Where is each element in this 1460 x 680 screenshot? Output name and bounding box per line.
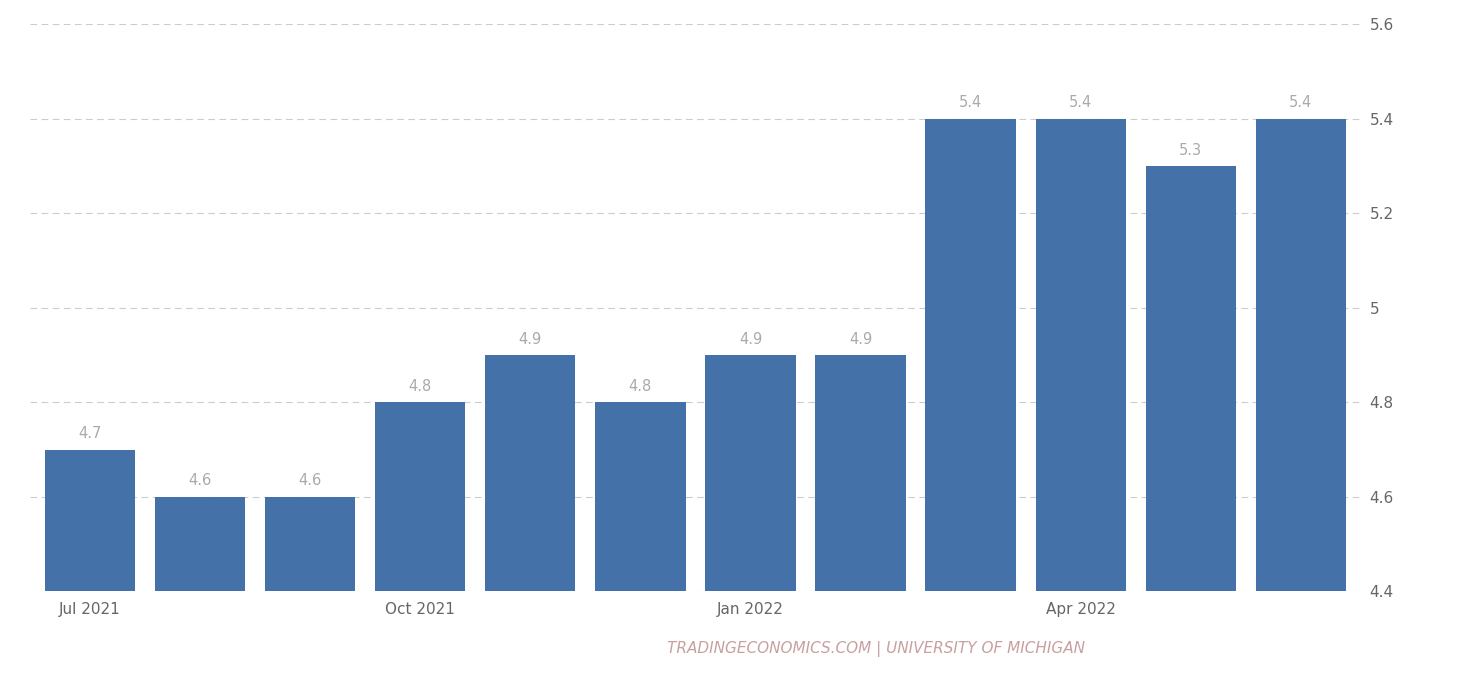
Text: 4.8: 4.8 — [409, 379, 432, 394]
Text: 4.9: 4.9 — [518, 332, 542, 347]
Bar — [375, 403, 466, 592]
Bar — [705, 355, 796, 592]
Bar — [485, 355, 575, 592]
Text: 5.4: 5.4 — [959, 95, 983, 110]
Text: 4.8: 4.8 — [629, 379, 653, 394]
Text: 4.9: 4.9 — [848, 332, 872, 347]
Bar — [155, 497, 245, 592]
Text: TRADINGECONOMICS.COM | UNIVERSITY OF MICHIGAN: TRADINGECONOMICS.COM | UNIVERSITY OF MIC… — [667, 641, 1085, 658]
Bar — [1146, 166, 1235, 592]
Bar — [1035, 119, 1126, 592]
Bar — [1256, 119, 1346, 592]
Text: 4.9: 4.9 — [739, 332, 762, 347]
Bar — [45, 449, 136, 592]
Bar — [596, 403, 686, 592]
Text: 5.4: 5.4 — [1289, 95, 1313, 110]
Text: 4.7: 4.7 — [79, 426, 102, 441]
Bar — [926, 119, 1016, 592]
Text: 4.6: 4.6 — [299, 473, 321, 488]
Text: 5.3: 5.3 — [1180, 143, 1202, 158]
Bar — [816, 355, 905, 592]
Text: 4.6: 4.6 — [188, 473, 212, 488]
Text: 5.4: 5.4 — [1069, 95, 1092, 110]
Bar — [266, 497, 355, 592]
